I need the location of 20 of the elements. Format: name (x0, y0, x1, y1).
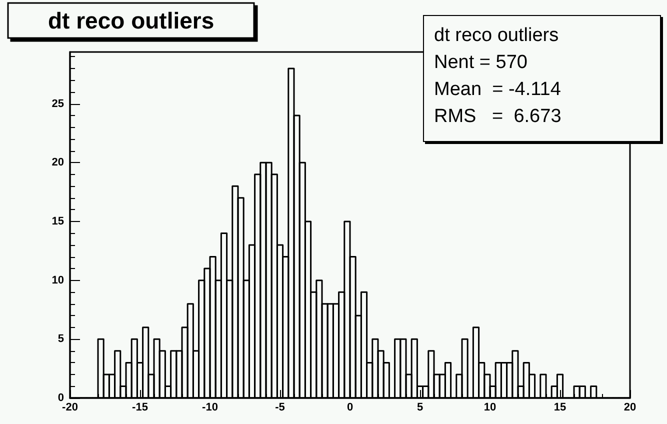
x-tick-label: -15 (132, 402, 148, 414)
stats-box: dt reco outliers Nent = 570 Mean = -4.114 RMS = 6.673 (423, 15, 661, 142)
y-tick-label: 20 (52, 156, 64, 169)
annotation: RMS = 6.673 (434, 105, 562, 129)
annotation: Mean = -4.114 (434, 78, 562, 102)
x-tick-label: -10 (202, 402, 218, 414)
x-tick-label: -20 (62, 402, 78, 414)
y-tick-label: 5 (58, 333, 64, 346)
x-tick-label: -5 (275, 402, 285, 414)
y-tick-label: 10 (52, 274, 64, 286)
y-tick-label: 0 (58, 392, 64, 404)
y-tick-label: 15 (52, 215, 64, 228)
chart-title: dt reco outliers (48, 8, 214, 34)
y-tick-label: 25 (52, 98, 64, 110)
x-tick-label: 15 (554, 402, 566, 414)
x-tick-label: 5 (416, 402, 424, 414)
x-tick-label: 20 (624, 402, 636, 414)
x-tick-label: 0 (346, 402, 354, 414)
annotation: Nent = 570 (434, 51, 528, 75)
x-tick-label: 10 (484, 402, 496, 414)
